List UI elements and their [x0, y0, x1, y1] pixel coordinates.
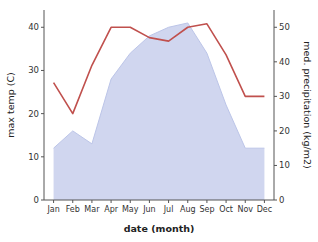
y2-tick-label: 50 — [279, 22, 290, 32]
left-axis — [44, 10, 45, 200]
x-tick — [264, 200, 265, 203]
y-tick-label: 20 — [28, 109, 39, 119]
x-tick-label: Aug — [180, 205, 196, 214]
x-tick — [206, 200, 207, 203]
chart: 0 10 20 30 40 0 10 20 30 40 50 Jan Feb Mar AprMayJun Ju… — [0, 0, 318, 242]
y-tick — [41, 27, 44, 28]
y-tick — [41, 70, 44, 71]
x-tick-label: Jul — [163, 205, 174, 214]
x-tick-label: Dec — [257, 205, 272, 214]
x-tick — [130, 200, 131, 203]
x-tick-label: Nov — [237, 205, 253, 214]
x-tick-label: Feb — [66, 205, 80, 214]
y2-tick — [274, 96, 277, 97]
x-tick — [245, 200, 246, 203]
y2-tick-label: 10 — [279, 160, 290, 170]
y-tick-label: 10 — [28, 152, 39, 162]
y-tick — [41, 156, 44, 157]
right-axis — [274, 10, 275, 200]
y-tick-label: 0 — [34, 195, 39, 205]
y-tick — [41, 200, 44, 201]
precip-line — [54, 24, 265, 114]
x-axis — [44, 200, 274, 201]
x-tick — [53, 200, 54, 203]
y-tick-label: 30 — [28, 65, 39, 75]
x-tick-label: Jan — [46, 205, 59, 214]
y2-tick — [274, 130, 277, 131]
x-tick-label: May — [122, 205, 139, 214]
x-axis-label: date (month) — [124, 223, 195, 234]
y-tick — [41, 113, 44, 114]
x-tick — [226, 200, 227, 203]
x-tick — [111, 200, 112, 203]
y2-tick-label: 0 — [279, 195, 284, 205]
y2-tick — [274, 165, 277, 166]
x-tick-label: Apr — [104, 205, 119, 214]
x-tick — [149, 200, 150, 203]
y2-tick-label: 30 — [279, 91, 290, 101]
x-tick — [91, 200, 92, 203]
temp-line — [54, 23, 265, 148]
x-tick-label: Jun — [142, 205, 156, 214]
y-tick-label: 40 — [28, 22, 39, 32]
y2-tick — [274, 61, 277, 62]
y2-tick — [274, 200, 277, 201]
y2-tick-label: 20 — [279, 126, 290, 136]
x-tick-label: Mar — [84, 205, 100, 214]
temp-area — [54, 23, 265, 200]
plot-area — [54, 23, 265, 200]
y-axis-label: max temp (C) — [5, 72, 16, 138]
x-tick-label: Sep — [199, 205, 214, 214]
y2-tick-label: 40 — [279, 57, 290, 67]
x-tick-label: Oct — [219, 205, 233, 214]
x-tick — [187, 200, 188, 203]
x-tick — [72, 200, 73, 203]
y2-tick — [274, 27, 277, 28]
x-tick — [168, 200, 169, 203]
y2-axis-label: med. precipitation (kg/m2) — [302, 41, 313, 168]
